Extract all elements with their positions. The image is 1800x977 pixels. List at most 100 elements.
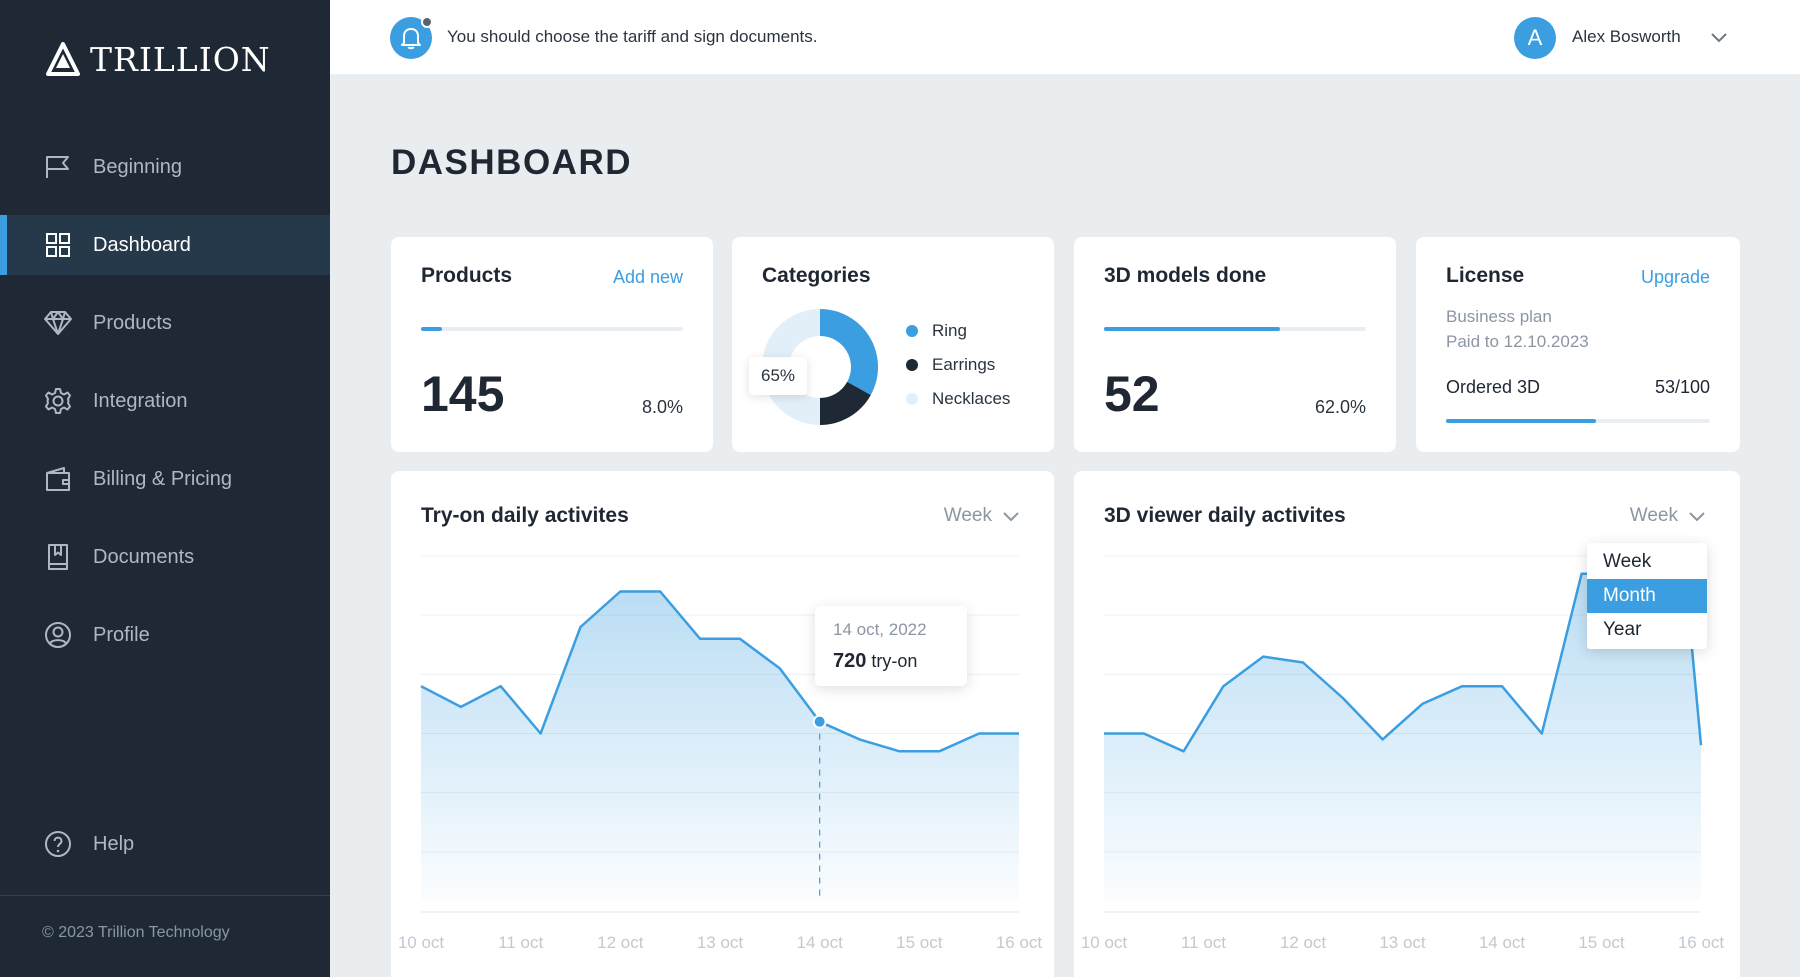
- donut-tooltip: 65%: [749, 357, 808, 395]
- gear-icon: [43, 386, 73, 416]
- period-option-week[interactable]: Week: [1603, 551, 1652, 572]
- book-icon: [43, 542, 73, 572]
- products-progress: [421, 327, 683, 331]
- license-paid-date: Paid to 12.10.2023: [1446, 332, 1589, 351]
- tooltip-value: 720 try-on: [833, 650, 949, 673]
- page-title: DASHBOARD: [391, 143, 632, 182]
- help-label: Help: [93, 832, 135, 855]
- sidebar-nav: Beginning Dashboard Products Integration…: [0, 137, 330, 683]
- add-new-link[interactable]: Add new: [612, 267, 683, 287]
- x-tick-label: 14 oct: [797, 933, 844, 952]
- help-link[interactable]: Help: [0, 814, 330, 874]
- ordered-progress: [1446, 419, 1710, 423]
- tooltip-number: 720: [833, 650, 867, 672]
- series-line: [420, 590, 1019, 753]
- legend-dot: [906, 359, 918, 371]
- x-tick-label: 11 oct: [1181, 933, 1226, 952]
- models-card: 3D models done 52 62.0%: [1074, 237, 1396, 452]
- models-count: 52: [1104, 366, 1160, 422]
- categories-donut: [762, 309, 878, 425]
- sidebar-item-label: Dashboard: [93, 233, 191, 256]
- x-tick-label: 12 oct: [597, 933, 644, 952]
- sidebar-divider: [0, 895, 330, 896]
- chevron-down-icon: [1689, 512, 1705, 522]
- main-content: DASHBOARD Products Add new 145 8.0% Cate…: [330, 75, 1800, 977]
- legend-item-necklaces: Necklaces: [906, 382, 1010, 416]
- sidebar-item-profile[interactable]: Profile: [0, 605, 330, 665]
- period-value: Week: [1629, 505, 1678, 526]
- period-value: Week: [943, 505, 992, 526]
- x-tick-label: 11 oct: [498, 933, 543, 952]
- models-percent: 62.0%: [1314, 397, 1366, 417]
- viewer-chart-card: 3D viewer daily activites Week 10 oct 11 …: [1074, 471, 1740, 977]
- tooltip-unit: try-on: [871, 651, 918, 671]
- x-tick-label: 10 oct: [1081, 933, 1128, 952]
- sidebar-item-label: Integration: [93, 389, 188, 412]
- x-tick-label: 15 oct: [1578, 933, 1625, 952]
- brand-name: TRILLION: [90, 40, 271, 79]
- chevron-down-icon[interactable]: [1710, 28, 1728, 46]
- upgrade-link[interactable]: Upgrade: [1640, 267, 1710, 287]
- card-title: Products: [421, 264, 513, 287]
- legend-item-earrings: Earrings: [906, 348, 1010, 382]
- question-circle-icon: [43, 829, 73, 859]
- donut-slice-necklaces[interactable]: [762, 309, 820, 425]
- period-option-year[interactable]: Year: [1603, 619, 1642, 640]
- products-count: 145: [421, 366, 505, 422]
- period-select[interactable]: Week: [944, 505, 1020, 527]
- sidebar-item-dashboard[interactable]: Dashboard: [0, 215, 330, 275]
- legend-label: Ring: [932, 321, 967, 340]
- sidebar-item-beginning[interactable]: Beginning: [0, 137, 330, 197]
- sidebar-item-label: Beginning: [93, 155, 182, 178]
- sidebar-item-label: Documents: [93, 545, 195, 568]
- notification-text: You should choose the tariff and sign do…: [447, 27, 818, 46]
- sidebar-item-billing[interactable]: Billing & Pricing: [0, 449, 330, 509]
- progress-fill: [1446, 419, 1597, 423]
- x-tick-label: 14 oct: [1479, 933, 1526, 952]
- diamond-icon: [43, 308, 73, 338]
- period-option-month[interactable]: Month: [1587, 579, 1707, 613]
- products-percent: 8.0%: [641, 397, 683, 417]
- sidebar-item-label: Products: [93, 311, 172, 334]
- series-area: [421, 591, 1019, 901]
- legend-label: Earrings: [932, 355, 996, 374]
- legend-dot: [906, 325, 918, 337]
- chevron-down-icon: [1003, 512, 1019, 522]
- chart-title: Try-on daily activites: [421, 504, 629, 527]
- legend-dot: [906, 393, 918, 405]
- x-tick-label: 13 oct: [697, 933, 744, 952]
- tooltip-point[interactable]: [812, 714, 827, 729]
- donut-slice-ring[interactable]: [820, 309, 878, 395]
- period-select[interactable]: Week: [1630, 505, 1706, 527]
- donut-slice-earrings[interactable]: [820, 381, 871, 425]
- products-card: Products Add new 145 8.0%: [391, 237, 713, 452]
- x-tick-label: 12 oct: [1280, 933, 1327, 952]
- models-progress: [1104, 327, 1366, 331]
- grid-icon: [43, 230, 73, 260]
- card-title: 3D models done: [1104, 264, 1267, 287]
- license-plan: Business plan: [1446, 307, 1552, 326]
- sidebar-item-integration[interactable]: Integration: [0, 371, 330, 431]
- notification-dot: [421, 16, 433, 28]
- x-tick-label: 16 oct: [1678, 933, 1725, 952]
- tooltip-date: 14 oct, 2022: [833, 620, 927, 639]
- user-name[interactable]: Alex Bosworth: [1572, 27, 1681, 46]
- brand-logo[interactable]: TRILLION: [46, 40, 271, 79]
- progress-fill: [421, 327, 442, 331]
- avatar[interactable]: A: [1514, 17, 1556, 59]
- card-title: License: [1446, 264, 1525, 287]
- trillion-logo-icon: [46, 41, 80, 76]
- flag-icon: [43, 152, 73, 182]
- card-title: Categories: [762, 264, 871, 287]
- notification-button[interactable]: [390, 16, 433, 59]
- x-tick-label: 16 oct: [996, 933, 1043, 952]
- sidebar: TRILLION Beginning Dashboard Products In…: [0, 0, 330, 977]
- sidebar-item-label: Billing & Pricing: [93, 467, 232, 490]
- x-tick-label: 15 oct: [896, 933, 943, 952]
- x-tick-label: 10 oct: [398, 933, 445, 952]
- sidebar-item-products[interactable]: Products: [0, 293, 330, 353]
- x-tick-label: 13 oct: [1379, 933, 1426, 952]
- viewer-area-chart: 10 oct 11 oct 12 oct 13 oct 14 oct 15 oct 16 o…: [1081, 555, 1725, 952]
- topbar: You should choose the tariff and sign do…: [330, 0, 1800, 75]
- sidebar-item-documents[interactable]: Documents: [0, 527, 330, 587]
